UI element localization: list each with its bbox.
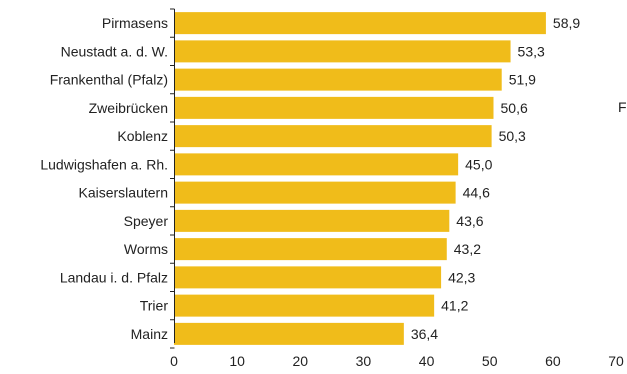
value-label: 42,3 xyxy=(448,269,475,285)
bar xyxy=(174,181,456,204)
bar xyxy=(174,209,450,232)
category-label: Ludwigshafen a. Rh. xyxy=(40,156,168,172)
value-label: 43,6 xyxy=(456,213,483,229)
x-tick-label: 20 xyxy=(292,353,308,369)
value-label: 36,4 xyxy=(411,326,438,342)
x-tick-label: 70 xyxy=(608,353,624,369)
value-labels-group: 58,9 53,3 51,9 50,6 50,3 45,0 44,6 43,6 43,2 42,3… xyxy=(411,15,581,342)
x-tick-label: 50 xyxy=(482,353,498,369)
bar xyxy=(174,294,435,317)
category-label: Neustadt a. d. W. xyxy=(61,43,168,59)
category-label: Pirmasens xyxy=(102,15,168,31)
x-tick-label: 30 xyxy=(356,353,372,369)
bar xyxy=(174,238,447,261)
value-label: 45,0 xyxy=(465,156,492,172)
category-label: Zweibrücken xyxy=(89,100,168,116)
value-label: 51,9 xyxy=(509,72,536,88)
category-label: Kaiserslautern xyxy=(79,185,169,201)
bar xyxy=(174,322,404,345)
value-label: 43,2 xyxy=(454,241,481,257)
x-tick-label: 60 xyxy=(545,353,561,369)
value-label: 50,6 xyxy=(501,100,528,116)
category-label: Landau i. d. Pfalz xyxy=(60,269,168,285)
category-label: Trier xyxy=(140,298,169,314)
bar xyxy=(174,266,442,289)
category-label: Koblenz xyxy=(117,128,168,144)
value-label: 50,3 xyxy=(499,128,526,144)
x-tick-label: 0 xyxy=(170,353,178,369)
bars-group xyxy=(174,12,546,345)
value-label: 53,3 xyxy=(518,43,545,59)
bar xyxy=(174,153,459,176)
bar xyxy=(174,40,511,63)
value-label: 44,6 xyxy=(463,185,490,201)
value-label: 41,2 xyxy=(441,298,468,314)
axes-group: 0 10 20 30 40 50 60 70 xyxy=(170,8,624,369)
x-tick-label: 10 xyxy=(229,353,245,369)
category-label: Worms xyxy=(124,241,168,257)
category-label: Mainz xyxy=(131,326,168,342)
value-label: 58,9 xyxy=(553,15,580,31)
bar xyxy=(174,96,494,119)
bar xyxy=(174,68,502,91)
x-tick-label: 40 xyxy=(419,353,435,369)
bar xyxy=(174,125,492,148)
category-label: Speyer xyxy=(124,213,169,229)
category-label: Frankenthal (Pfalz) xyxy=(50,72,168,88)
bar xyxy=(174,12,546,35)
category-labels-group: Pirmasens Neustadt a. d. W. Frankenthal (P… xyxy=(40,15,168,342)
clipped-edge-text: F xyxy=(618,99,627,115)
